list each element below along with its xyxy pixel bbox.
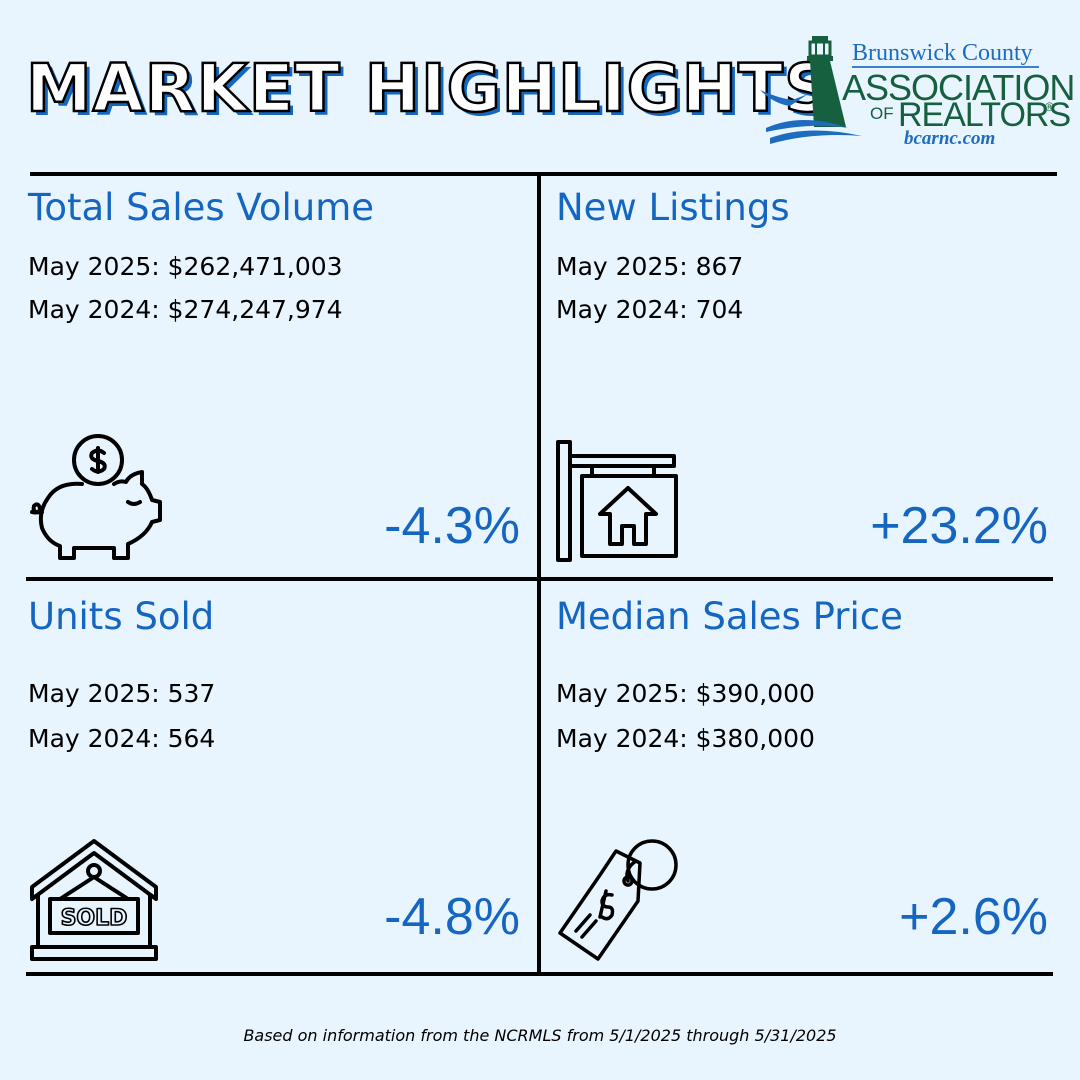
card-title: Median Sales Price [556,595,903,638]
lighthouse-wave-icon [760,36,862,144]
divider-top [30,172,1057,176]
card-title: Units Sold [28,595,215,638]
card-units-sold: Units Sold May 2025: 537 May 2024: 564 S… [28,581,528,971]
change-percent: +2.6% [899,888,1048,946]
previous-period-value: May 2024: 704 [556,295,744,324]
current-period-value: May 2025: $262,471,003 [28,252,343,281]
page-title: MARKET HIGHLIGHTS [25,49,833,129]
price-tag-icon [558,839,678,961]
bcar-logo: Brunswick County ASSOCIATION OF REALTORS… [752,32,1075,149]
card-total-sales-volume: Total Sales Volume May 2025: $262,471,00… [28,176,528,576]
change-percent: -4.8% [384,888,520,946]
card-new-listings: New Listings May 2025: 867 May 2024: 704… [556,176,1056,576]
change-percent: +23.2% [870,497,1048,555]
logo-association: ASSOCIATION [842,67,1075,108]
current-period-value: May 2025: 537 [28,679,216,708]
card-title: New Listings [556,186,790,229]
current-period-value: May 2025: $390,000 [556,679,815,708]
logo-url: bcarnc.com [904,128,996,149]
previous-period-value: May 2024: 564 [28,724,216,753]
logo-realtors: REALTORS [898,96,1071,134]
divider-vertical [537,172,541,976]
sold-house-icon: SOLD [30,839,158,961]
current-period-value: May 2025: 867 [556,252,744,281]
change-percent: -4.3% [384,497,520,555]
source-footnote: Based on information from the NCRMLS fro… [243,1026,837,1045]
card-title: Total Sales Volume [28,186,375,229]
piggy-bank-icon [30,434,162,560]
svg-text:SOLD: SOLD [61,906,128,931]
logo-county: Brunswick County [852,40,1039,68]
previous-period-value: May 2024: $274,247,974 [28,295,343,324]
card-median-sales-price: Median Sales Price May 2025: $390,000 Ma… [556,581,1056,971]
previous-period-value: May 2024: $380,000 [556,724,815,753]
house-sign-icon [556,440,678,562]
logo-registered-mark: ® [1045,100,1054,114]
logo-of: OF [870,104,894,123]
